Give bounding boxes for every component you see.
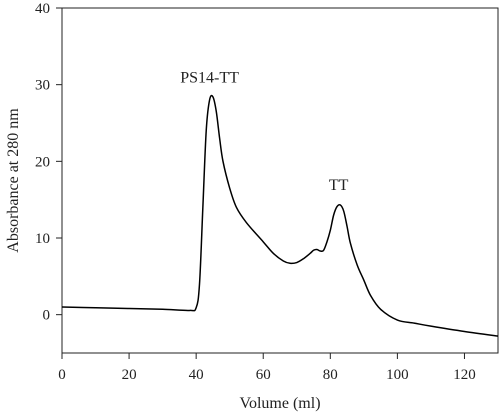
x-tick-label: 120: [453, 367, 476, 383]
peak-annotation: PS14-TT: [180, 70, 239, 87]
series-line: [61, 94, 499, 337]
x-axis-ticks: 0 20 40 60 80 100 120: [58, 353, 476, 383]
series-layer: [61, 94, 499, 337]
plot-border: [61, 7, 499, 354]
y-tick-label: 30: [35, 78, 50, 94]
x-tick-label: 80: [323, 367, 338, 383]
x-tick-label: 20: [122, 367, 137, 383]
x-axis-title: Volume (ml): [239, 395, 320, 412]
peak-annotation: TT: [329, 177, 349, 194]
y-tick-label: 20: [35, 154, 50, 170]
y-tick-label: 10: [35, 231, 50, 247]
x-tick-label: 0: [58, 367, 66, 383]
annotations: PS14-TT TT: [180, 70, 348, 194]
y-tick-label: 0: [43, 308, 51, 324]
x-tick-label: 60: [256, 367, 271, 383]
x-tick-label: 40: [189, 367, 204, 383]
x-tick-label: 100: [386, 367, 409, 383]
y-axis-ticks: 0 10 20 30 40: [35, 1, 62, 324]
y-tick-label: 40: [35, 1, 50, 17]
y-axis-title: Absorbance at 280 nm: [5, 108, 22, 253]
plot-frame: [61, 7, 499, 354]
